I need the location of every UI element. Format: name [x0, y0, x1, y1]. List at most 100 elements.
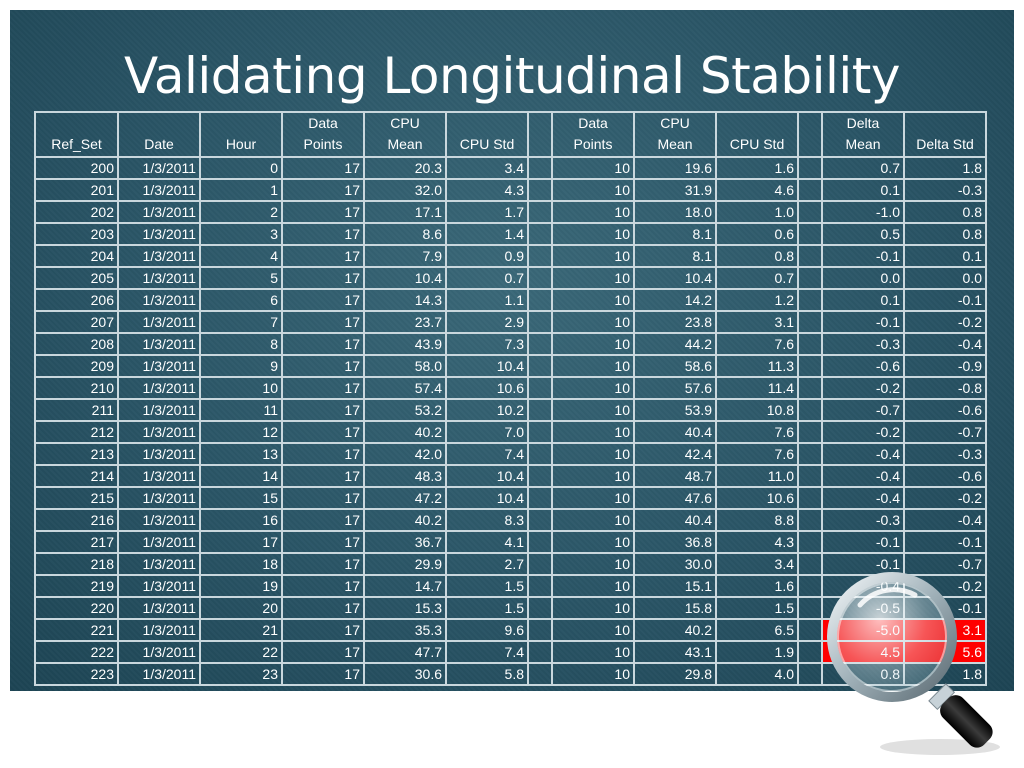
- table-cell: 1/3/2011: [117, 156, 201, 180]
- table-cell: -0.1: [821, 244, 905, 268]
- table-cell: 42.0: [363, 442, 447, 466]
- table-cell: 0: [199, 156, 283, 180]
- table-cell: 1/3/2011: [117, 618, 201, 642]
- table-cell: -0.2: [821, 376, 905, 400]
- table-cell: -0.4: [903, 332, 987, 356]
- table-row: 212 1/3/2011 12 17 40.2 7.0 10 40.4 7.6 -0.2 -0.7: [34, 420, 987, 444]
- table-cell: 14.2: [633, 288, 717, 312]
- table-cell: 1: [199, 178, 283, 202]
- table-cell: 1/3/2011: [117, 464, 201, 488]
- table-cell: 1.6: [715, 574, 799, 598]
- table-cell: [527, 310, 553, 334]
- table-cell: 10: [551, 178, 635, 202]
- table-cell: 17: [199, 530, 283, 554]
- column-header: CPU Std: [445, 111, 529, 158]
- table-cell: 0.0: [903, 266, 987, 290]
- table-cell: 1/3/2011: [117, 398, 201, 422]
- table-cell: 215: [34, 486, 119, 510]
- table-cell: 17: [281, 354, 365, 378]
- table-cell: 1/3/2011: [117, 200, 201, 224]
- table-cell: [527, 530, 553, 554]
- table-cell: 1.9: [715, 640, 799, 664]
- table-cell: [797, 662, 823, 686]
- table-cell: 7.6: [715, 420, 799, 444]
- table-cell: 10.4: [445, 464, 529, 488]
- table-cell: [797, 420, 823, 444]
- table-cell: 19: [199, 574, 283, 598]
- table-cell: -0.4: [903, 508, 987, 532]
- table-cell: [797, 310, 823, 334]
- table-cell: 29.9: [363, 552, 447, 576]
- table-cell: [797, 244, 823, 268]
- table-cell: -0.8: [903, 376, 987, 400]
- table-cell: -0.2: [821, 420, 905, 444]
- column-header: [527, 111, 553, 158]
- table-cell: 20: [199, 596, 283, 620]
- table-cell: 1/3/2011: [117, 244, 201, 268]
- table-cell: 23.8: [633, 310, 717, 334]
- table-cell: 0.6: [715, 222, 799, 246]
- table-cell: 40.2: [363, 508, 447, 532]
- table-cell: 10: [551, 486, 635, 510]
- table-cell: -0.1: [903, 596, 987, 620]
- table-cell: 17: [281, 244, 365, 268]
- table-cell: 10: [551, 266, 635, 290]
- table-cell: 18: [199, 552, 283, 576]
- table-cell: 15.8: [633, 596, 717, 620]
- table-cell: -0.3: [821, 332, 905, 356]
- table-row: 221 1/3/2011 21 17 35.3 9.6 10 40.2 6.5 -5.0 3.1: [34, 618, 987, 642]
- table-cell: -0.1: [821, 552, 905, 576]
- table-cell: 0.1: [821, 288, 905, 312]
- table-cell: 0.0: [821, 266, 905, 290]
- table-cell: [797, 640, 823, 664]
- table-cell: 8.1: [633, 222, 717, 246]
- header-text: Points: [573, 136, 613, 152]
- table-cell: -0.7: [821, 398, 905, 422]
- table-cell: 1/3/2011: [117, 222, 201, 246]
- table-cell: -0.4: [821, 486, 905, 510]
- header-text: CPU Std: [729, 136, 785, 152]
- table-row: 207 1/3/2011 7 17 23.7 2.9 10 23.8 3.1 -0.1 -0.2: [34, 310, 987, 334]
- table-cell: 1/3/2011: [117, 288, 201, 312]
- table-cell: 10: [551, 376, 635, 400]
- table-cell: [797, 552, 823, 576]
- table-cell: [527, 156, 553, 180]
- table-cell: 10: [551, 398, 635, 422]
- table-cell: -0.3: [903, 178, 987, 202]
- table-cell: 8.1: [633, 244, 717, 268]
- table-cell: 0.8: [821, 662, 905, 686]
- table-cell: -0.6: [903, 398, 987, 422]
- table-cell: [797, 288, 823, 312]
- header-text: Date: [144, 136, 174, 152]
- table-cell: [527, 266, 553, 290]
- table-cell: 58.6: [633, 354, 717, 378]
- table-cell: 4: [199, 244, 283, 268]
- table-cell: 10.4: [445, 486, 529, 510]
- table-cell: 48.3: [363, 464, 447, 488]
- table-cell: 3.1: [903, 618, 987, 642]
- header-text: CPU: [660, 115, 690, 131]
- table-cell: 1.8: [903, 662, 987, 686]
- table-cell: 17: [281, 288, 365, 312]
- table-row: 213 1/3/2011 13 17 42.0 7.4 10 42.4 7.6 -0.4 -0.3: [34, 442, 987, 466]
- table-cell: [797, 464, 823, 488]
- stability-table: Ref_Set Date Hour Data Points CPU Mean CPU Std D…: [34, 111, 987, 686]
- table-cell: 23: [199, 662, 283, 686]
- table-cell: 2.9: [445, 310, 529, 334]
- table-cell: 10.4: [633, 266, 717, 290]
- table-cell: 17: [281, 640, 365, 664]
- table-cell: 14: [199, 464, 283, 488]
- table-cell: 1/3/2011: [117, 574, 201, 598]
- table-cell: 1/3/2011: [117, 508, 201, 532]
- table-cell: 10.2: [445, 398, 529, 422]
- header-text: Ref_Set: [51, 136, 102, 152]
- table-row: 204 1/3/2011 4 17 7.9 0.9 10 8.1 0.8 -0.1 0.1: [34, 244, 987, 268]
- table-cell: -0.6: [903, 464, 987, 488]
- table-cell: 32.0: [363, 178, 447, 202]
- table-cell: 17.1: [363, 200, 447, 224]
- table-cell: 10: [551, 464, 635, 488]
- table-cell: 10: [551, 508, 635, 532]
- table-cell: -0.1: [903, 530, 987, 554]
- table-cell: 4.3: [715, 530, 799, 554]
- table-cell: 15.1: [633, 574, 717, 598]
